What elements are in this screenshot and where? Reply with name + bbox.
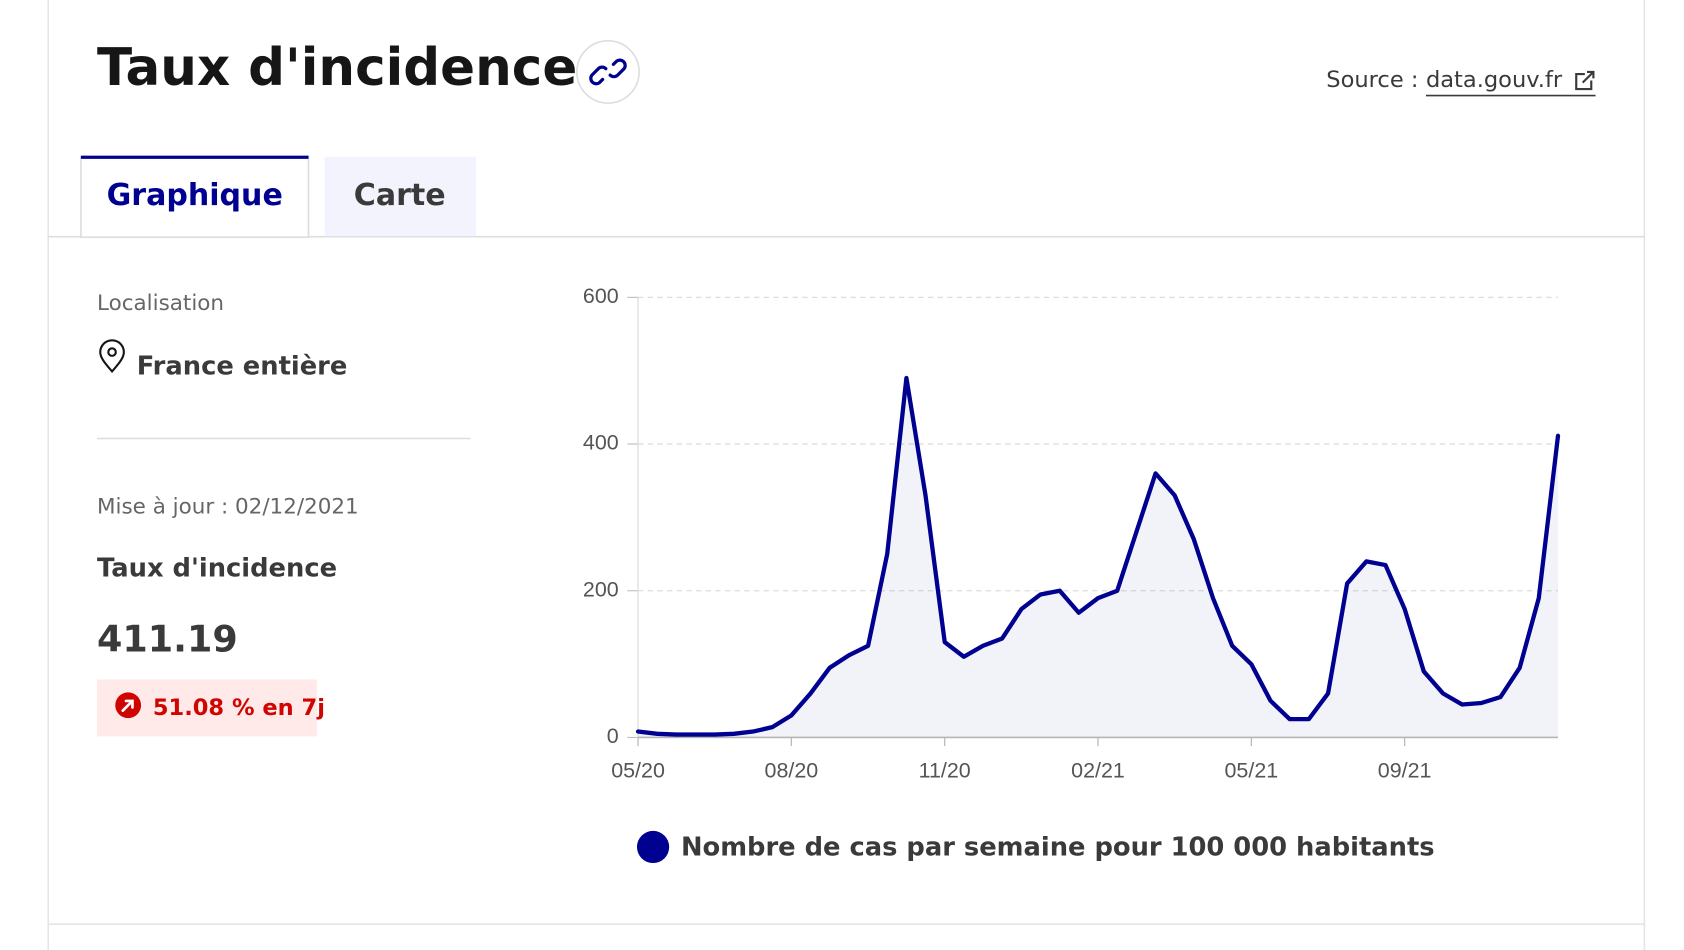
- x-tick-label: 08/20: [765, 758, 819, 782]
- source-label: Source :: [1326, 67, 1418, 93]
- tab-label[interactable]: Graphique: [107, 178, 283, 213]
- legend-label: Nombre de cas par semaine pour 100 000 h…: [681, 833, 1435, 863]
- legend-swatch: [636, 830, 670, 864]
- line: [635, 375, 1561, 737]
- change-text: 51.08 % en 7j: [153, 695, 325, 721]
- x-tick-label: 09/21: [1378, 758, 1432, 782]
- location[interactable]: France entière: [137, 352, 348, 382]
- x-tick-label: 02/21: [1071, 758, 1125, 782]
- tab-label[interactable]: Carte: [354, 178, 446, 213]
- indicator-name: Taux d'incidence: [97, 553, 337, 583]
- location-label: Localisation: [97, 291, 224, 316]
- source-link[interactable]: data.gouv.fr: [1425, 67, 1596, 97]
- location-pin-icon: [99, 339, 125, 374]
- source-link-text[interactable]: data.gouv.fr: [1426, 67, 1563, 93]
- y-tick-label: 200: [583, 577, 619, 601]
- y-tick-label: 0: [607, 724, 619, 748]
- x-tick-label: 11/20: [919, 758, 971, 782]
- indicator-value: 411.19: [97, 617, 238, 660]
- tab-carte[interactable]: Carte: [324, 156, 476, 237]
- y-tick-label: 600: [583, 284, 619, 308]
- title: Taux d'incidence: [97, 38, 577, 98]
- x-tick-label: 05/20: [611, 758, 665, 782]
- x-tick-label: 05/21: [1224, 758, 1278, 782]
- area: [638, 378, 1558, 738]
- update-date: Mise à jour : 02/12/2021: [97, 495, 359, 520]
- change-badge: 51.08 % en 7j: [97, 679, 325, 737]
- copy-link-button[interactable]: [576, 39, 640, 104]
- tab-graphique[interactable]: Graphique: [80, 155, 310, 239]
- y-tick-label: 400: [583, 431, 619, 455]
